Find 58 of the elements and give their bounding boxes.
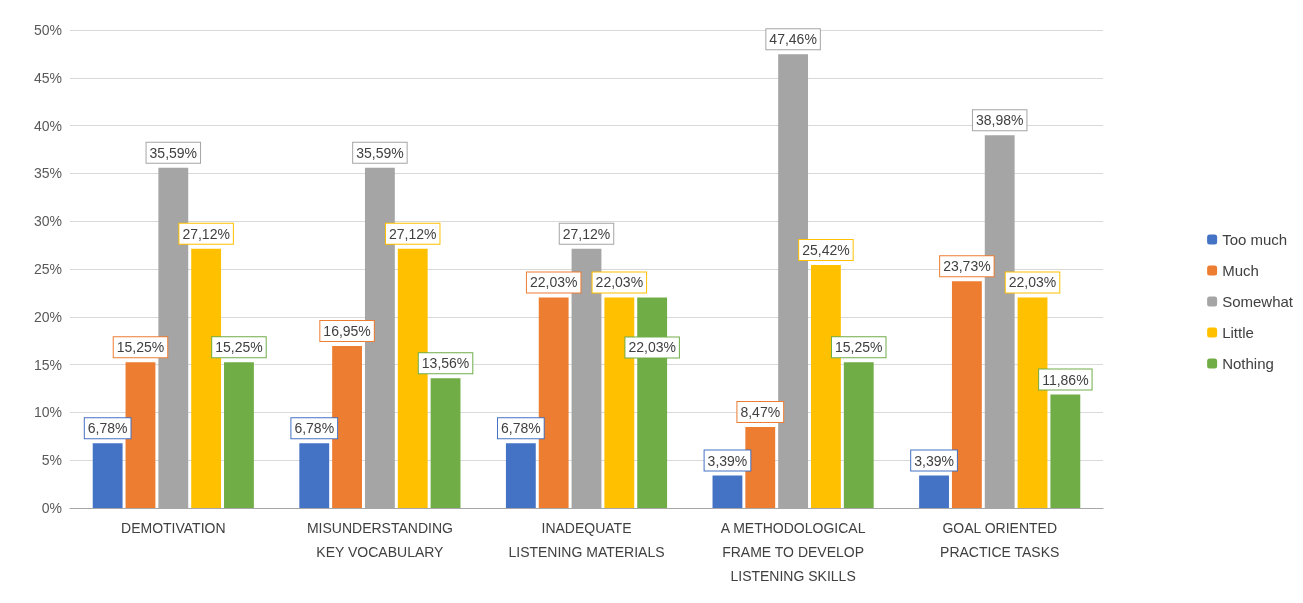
data-label: 22,03% (529, 274, 578, 291)
y-tick-label: 5% (41, 452, 62, 469)
x-tick-label: MISUNDERSTANDING KEY VOCABULARY (306, 520, 453, 560)
data-label: 38,98% (975, 112, 1024, 129)
y-tick-label: 25% (33, 261, 62, 277)
data-label: 11,86% (1042, 371, 1089, 388)
legend-label: Little (1222, 324, 1254, 341)
y-tick-label: 20% (33, 308, 62, 325)
data-label: 47,46% (769, 31, 817, 48)
data-label: 3,39% (914, 452, 954, 469)
data-label: 27,12% (182, 225, 230, 242)
data-label: 6,78% (294, 420, 335, 437)
bar (92, 443, 123, 508)
y-tick-label: 40% (33, 117, 62, 134)
y-tick-label: 15% (33, 356, 62, 373)
bar (745, 427, 776, 508)
y-tick-label: 0% (41, 500, 62, 516)
data-label: 15,25% (215, 339, 263, 356)
data-label: 15,25% (835, 339, 883, 356)
bar (125, 362, 156, 508)
y-tick-label: 10% (33, 404, 62, 421)
data-label: 22,03% (595, 274, 644, 291)
x-tick-label: GOAL ORIENTED PRACTICE TASKS (940, 520, 1060, 560)
y-tick-label: 50% (33, 22, 62, 38)
legend-label: Nothing (1222, 355, 1274, 372)
bar (430, 378, 461, 508)
legend-label: Somewhat (1222, 293, 1294, 310)
x-tick-label: DEMOTIVATION (121, 520, 226, 536)
bar (712, 475, 743, 508)
data-label: 16,95% (323, 322, 371, 339)
bar (224, 362, 254, 508)
y-tick-label: 30% (33, 213, 62, 230)
data-label: 15,25% (116, 339, 165, 356)
x-tick-label: A METHODOLOGICAL FRAME TO DEVELOP LISTENING SKILLS (720, 520, 866, 584)
bar (505, 443, 536, 508)
data-label: 27,12% (562, 225, 611, 242)
legend-label: Much (1222, 262, 1259, 279)
bar (1050, 394, 1081, 508)
bar (919, 475, 949, 508)
data-label: 23,73% (943, 258, 991, 275)
data-label: 22,03% (1008, 274, 1057, 291)
data-label: 27,12% (388, 225, 437, 242)
data-label: 3,39% (707, 452, 748, 469)
bar (299, 443, 330, 508)
bar (843, 362, 874, 508)
data-label: 35,59% (356, 144, 404, 161)
bar (332, 345, 362, 508)
data-label: 13,56% (421, 355, 470, 372)
x-tick-label: INADEQUATE LISTENING MATERIALS (508, 520, 665, 560)
data-label: 22,03% (628, 339, 676, 356)
y-tick-label: 45% (33, 69, 62, 86)
data-label: 35,59% (149, 144, 198, 161)
y-tick-label: 35% (33, 165, 62, 182)
data-label: 6,78% (87, 420, 128, 437)
data-label: 25,42% (802, 241, 850, 258)
data-label: 6,78% (501, 420, 541, 437)
data-label: 8,47% (740, 404, 781, 421)
legend-label: Too much (1222, 231, 1288, 248)
